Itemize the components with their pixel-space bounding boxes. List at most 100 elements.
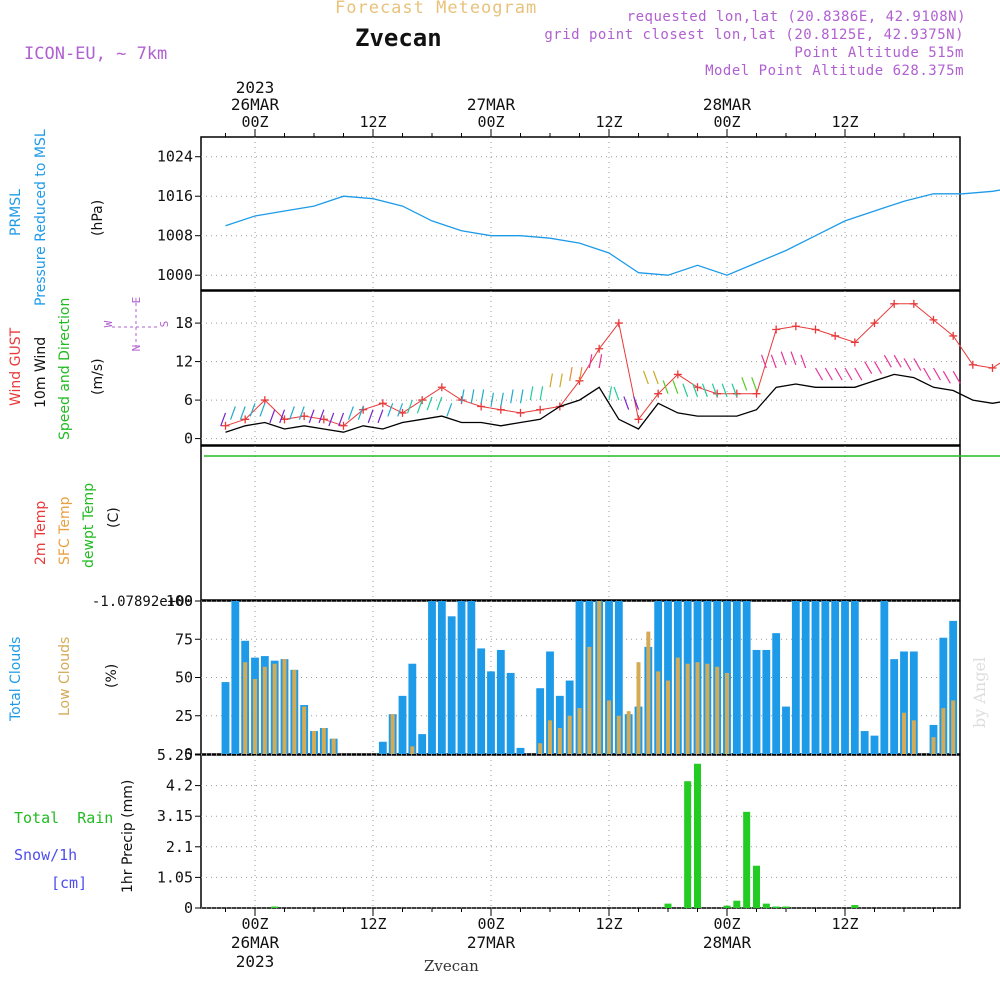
panel-frame-precip bbox=[200, 754, 961, 909]
gust-marker bbox=[811, 325, 820, 334]
gust-marker bbox=[378, 399, 387, 408]
panel-frame-temp bbox=[200, 445, 961, 601]
low-cloud-bar bbox=[331, 738, 336, 754]
low-cloud-bar bbox=[253, 679, 257, 754]
date-label-top: 27MAR bbox=[467, 95, 516, 114]
wind-direction-arrow bbox=[834, 367, 843, 381]
ytick-label-wind: 12 bbox=[175, 353, 193, 371]
total-cloud-bar bbox=[477, 648, 486, 754]
wind-direction-arrow bbox=[913, 358, 922, 371]
precip-label-rain: Total Rain bbox=[14, 809, 114, 827]
dewpt-line bbox=[204, 455, 1000, 457]
ytick-label-clouds: 100 bbox=[166, 592, 193, 610]
total-cloud-bar bbox=[506, 672, 515, 754]
gust-marker bbox=[614, 319, 623, 328]
low-cloud-bar bbox=[243, 662, 248, 754]
ytick-label-precip: 2.1 bbox=[166, 838, 193, 856]
date-label-bottom: 27MAR bbox=[467, 933, 516, 952]
wind-direction-arrow bbox=[692, 383, 699, 398]
gust-marker bbox=[496, 405, 505, 414]
rain-bar bbox=[664, 903, 672, 908]
low-cloud-bar bbox=[548, 720, 552, 754]
wind-direction-arrow bbox=[470, 389, 475, 404]
gust-marker bbox=[398, 408, 407, 417]
total-cloud-bar bbox=[575, 601, 584, 754]
wind-direction-arrow bbox=[883, 354, 892, 368]
ytick-label-pressure: 1000 bbox=[157, 266, 193, 284]
low-cloud-bar bbox=[656, 671, 661, 754]
wind-direction-arrow bbox=[701, 383, 708, 398]
wind-direction-arrow bbox=[426, 396, 433, 411]
compass-letter: W bbox=[102, 320, 115, 327]
rain-bar bbox=[694, 763, 701, 908]
time-tick-label-top: 12Z bbox=[831, 113, 858, 131]
rain-bar bbox=[684, 781, 692, 908]
low-cloud-bar bbox=[567, 715, 572, 754]
total-cloud-bar bbox=[870, 735, 879, 754]
wind-direction-arrow bbox=[500, 392, 504, 407]
low-cloud-bar bbox=[626, 711, 631, 754]
ytick-label-precip: 3.15 bbox=[157, 807, 193, 825]
gust-marker bbox=[949, 331, 958, 340]
compass-letter: E bbox=[130, 297, 143, 304]
wind-direction-arrow bbox=[397, 403, 404, 417]
time-tick-label-bottom: 12Z bbox=[359, 915, 386, 933]
wind-direction-arrow bbox=[446, 403, 453, 417]
wind-direction-arrow bbox=[510, 389, 514, 404]
wind-direction-arrow bbox=[436, 396, 443, 411]
time-tick-label-top: 00Z bbox=[477, 113, 504, 131]
gust-marker bbox=[850, 338, 859, 347]
wind-direction-arrow bbox=[559, 373, 563, 388]
wind-direction-arrow bbox=[269, 409, 276, 424]
wind-direction-arrow bbox=[367, 409, 374, 424]
wind-direction-arrow bbox=[569, 366, 573, 381]
low-cloud-bar bbox=[577, 708, 582, 754]
total-cloud-bar bbox=[378, 741, 387, 754]
gust-marker bbox=[437, 383, 446, 392]
total-cloud-bar bbox=[408, 663, 417, 754]
wind-direction-arrow bbox=[279, 409, 286, 424]
low-cloud-bar bbox=[321, 727, 326, 754]
ytick-label-wind: 6 bbox=[184, 391, 193, 409]
gust-marker bbox=[477, 402, 486, 411]
time-tick-label-bottom: 00Z bbox=[241, 915, 268, 933]
time-tick-label-top: 12Z bbox=[359, 113, 386, 131]
wind-direction-arrow bbox=[259, 403, 266, 417]
gust-marker bbox=[280, 415, 289, 424]
total-cloud-bar bbox=[811, 601, 820, 754]
low-cloud-bar bbox=[951, 700, 956, 754]
total-cloud-bar bbox=[428, 601, 436, 754]
wind-direction-arrow bbox=[460, 389, 465, 404]
wind-direction-arrow bbox=[932, 367, 942, 381]
total-cloud-bar bbox=[762, 649, 771, 754]
wind-direction-arrow bbox=[298, 406, 305, 420]
wind-direction-arrow bbox=[952, 370, 961, 384]
low-cloud-bar bbox=[597, 601, 602, 754]
gust-marker bbox=[418, 396, 427, 405]
gust-marker bbox=[752, 389, 761, 398]
wind-direction-arrow bbox=[229, 406, 236, 420]
wind-direction-arrow bbox=[682, 383, 689, 398]
wind-direction-arrow bbox=[328, 412, 335, 427]
low-cloud-bar bbox=[272, 663, 277, 754]
date-label-bottom: 2023 bbox=[236, 952, 275, 971]
wind-direction-arrow bbox=[780, 351, 787, 365]
wind-direction-arrow bbox=[633, 396, 640, 410]
model-point-altitude: Model Point Altitude 628.375m bbox=[705, 63, 964, 79]
ytick-label-clouds: 0 bbox=[184, 745, 193, 763]
gust-marker bbox=[870, 319, 879, 328]
wind-direction-arrow bbox=[760, 354, 767, 369]
precip-label-snow: Snow/1h bbox=[14, 846, 78, 864]
wind-direction-arrow bbox=[662, 380, 669, 394]
wind-direction-arrow bbox=[613, 386, 620, 401]
rain-bar bbox=[271, 906, 279, 908]
gust-marker bbox=[772, 325, 781, 334]
panel-frame-wind bbox=[200, 290, 961, 446]
total-cloud-bar bbox=[614, 601, 623, 754]
total-cloud-bar bbox=[536, 688, 545, 754]
gust-marker bbox=[595, 344, 604, 353]
requested-coords: requested lon,lat (20.8386E, 42.9108N) bbox=[626, 9, 966, 25]
rain-bar bbox=[733, 900, 741, 908]
total-cloud-bar bbox=[605, 601, 613, 754]
